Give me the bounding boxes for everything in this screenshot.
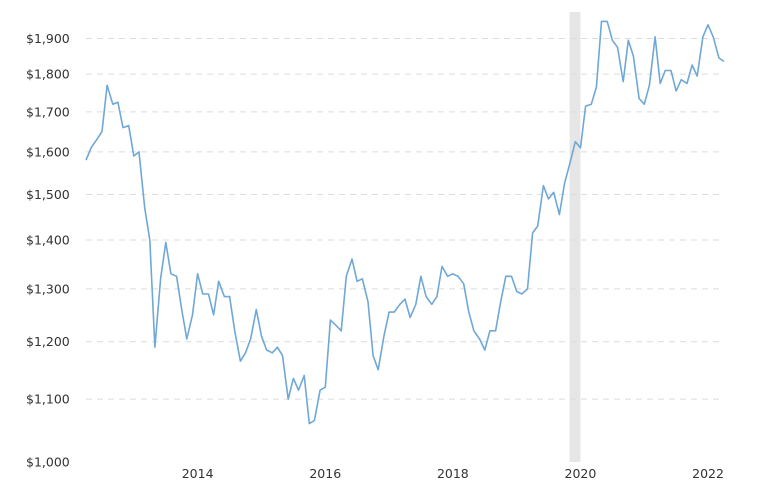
shaded-region-layer (569, 12, 581, 462)
y-tick-label: $1,100 (26, 392, 70, 407)
y-tick-label: $1,400 (26, 233, 70, 248)
y-tick-label: $1,600 (26, 144, 70, 159)
x-tick-label: 2020 (565, 466, 597, 481)
y-tick-label: $1,800 (26, 67, 70, 82)
y-tick-label: $1,300 (26, 281, 70, 296)
y-tick-label: $1,500 (26, 187, 70, 202)
gridlines (86, 38, 724, 400)
y-tick-label: $1,900 (26, 31, 70, 46)
y-axis-tick-labels: $1,000 $1,100 $1,200 $1,300 $1,400 $1,500 $1,6… (26, 31, 70, 469)
x-axis-tick-labels: 2014 2016 2018 2020 2022 (182, 466, 724, 481)
y-tick-label: $1,700 (26, 104, 70, 119)
x-tick-label: 2016 (309, 466, 341, 481)
x-tick-label: 2018 (437, 466, 469, 481)
y-tick-label: $1,200 (26, 334, 70, 349)
shaded-region-0 (569, 12, 581, 462)
x-tick-label: 2022 (692, 466, 724, 481)
series-layer (85, 20, 725, 425)
x-tick-label: 2014 (182, 466, 214, 481)
y-tick-label: $1,000 (26, 455, 70, 470)
price-series-line (85, 20, 725, 425)
